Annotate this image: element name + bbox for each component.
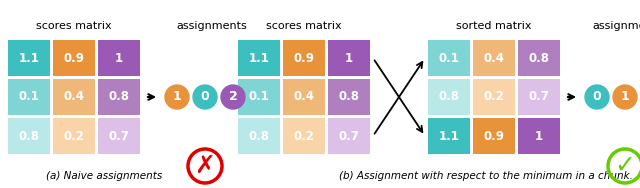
Text: assignments: assignments [593,21,640,31]
FancyBboxPatch shape [328,118,370,154]
Text: 0.2: 0.2 [294,130,314,143]
Text: 0.7: 0.7 [109,130,129,143]
FancyBboxPatch shape [283,40,325,76]
Text: 0.7: 0.7 [529,90,549,104]
Text: (a) Naive assignments: (a) Naive assignments [46,171,162,181]
Text: 0.7: 0.7 [339,130,360,143]
Text: 1.1: 1.1 [248,52,269,64]
FancyBboxPatch shape [518,118,560,154]
Text: 1: 1 [173,90,181,104]
FancyBboxPatch shape [328,79,370,115]
FancyBboxPatch shape [473,40,515,76]
Text: 0.4: 0.4 [63,90,84,104]
Text: 0.4: 0.4 [294,90,314,104]
FancyBboxPatch shape [283,118,325,154]
Text: 1: 1 [621,90,629,104]
FancyBboxPatch shape [8,40,50,76]
Text: 0.8: 0.8 [248,130,269,143]
Text: 1.1: 1.1 [19,52,40,64]
FancyBboxPatch shape [98,118,140,154]
FancyBboxPatch shape [428,118,470,154]
FancyBboxPatch shape [98,40,140,76]
Text: ✗: ✗ [195,154,216,178]
FancyBboxPatch shape [473,118,515,154]
Text: 0.8: 0.8 [109,90,129,104]
Text: 0.9: 0.9 [294,52,314,64]
Text: 0: 0 [593,90,602,104]
Text: 0.1: 0.1 [438,52,460,64]
FancyBboxPatch shape [53,79,95,115]
FancyBboxPatch shape [518,40,560,76]
Text: 2: 2 [228,90,237,104]
Text: 1.1: 1.1 [438,130,460,143]
Text: 0.2: 0.2 [484,90,504,104]
FancyBboxPatch shape [8,118,50,154]
Text: 1: 1 [535,130,543,143]
FancyBboxPatch shape [518,79,560,115]
Text: sorted matrix: sorted matrix [456,21,532,31]
Circle shape [585,85,609,109]
Text: ✓: ✓ [614,154,636,178]
Circle shape [613,85,637,109]
FancyBboxPatch shape [238,79,280,115]
FancyBboxPatch shape [428,40,470,76]
Text: 0.9: 0.9 [63,52,84,64]
Text: 0.1: 0.1 [248,90,269,104]
Text: 0.4: 0.4 [483,52,504,64]
Text: scores matrix: scores matrix [266,21,342,31]
Text: 0: 0 [200,90,209,104]
Text: (b) Assignment with respect to the minimum in a chunk.: (b) Assignment with respect to the minim… [339,171,633,181]
Text: assignments: assignments [177,21,248,31]
FancyBboxPatch shape [238,118,280,154]
FancyBboxPatch shape [428,79,470,115]
FancyBboxPatch shape [53,118,95,154]
Text: 0.8: 0.8 [529,52,550,64]
Text: 1: 1 [115,52,123,64]
Text: 0.8: 0.8 [339,90,360,104]
Circle shape [165,85,189,109]
Text: scores matrix: scores matrix [36,21,112,31]
Circle shape [221,85,245,109]
Text: 0.8: 0.8 [438,90,460,104]
Text: 0.8: 0.8 [19,130,40,143]
FancyBboxPatch shape [53,40,95,76]
FancyBboxPatch shape [8,79,50,115]
Text: 0.1: 0.1 [19,90,40,104]
Text: 0.9: 0.9 [483,130,504,143]
FancyBboxPatch shape [283,79,325,115]
Circle shape [193,85,217,109]
FancyBboxPatch shape [238,40,280,76]
Text: 0.2: 0.2 [63,130,84,143]
FancyBboxPatch shape [98,79,140,115]
FancyBboxPatch shape [328,40,370,76]
FancyBboxPatch shape [473,79,515,115]
Text: 1: 1 [345,52,353,64]
